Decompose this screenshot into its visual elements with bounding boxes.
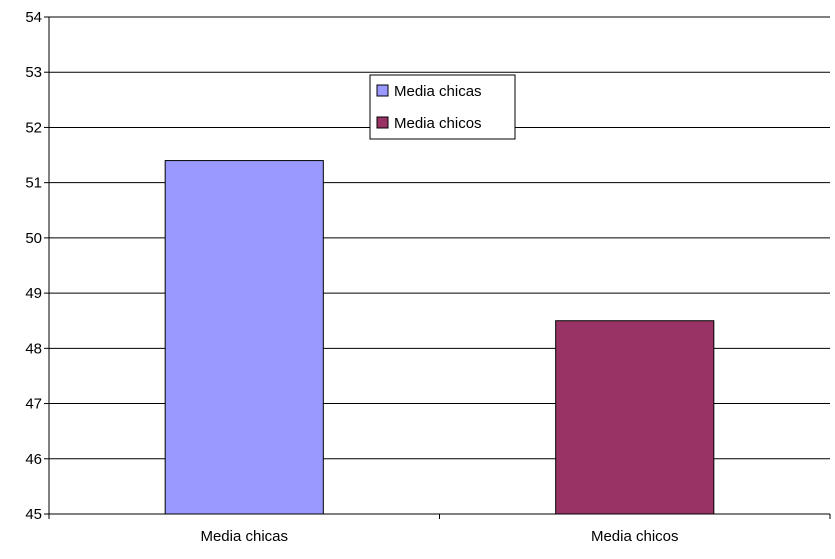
x-tick-label: Media chicas bbox=[200, 528, 288, 545]
y-tick-label: 51 bbox=[25, 175, 42, 192]
y-tick-label: 54 bbox=[25, 9, 42, 26]
y-tick-label: 53 bbox=[25, 64, 42, 81]
legend-label: Media chicos bbox=[394, 115, 482, 132]
bar-media-chicas bbox=[164, 160, 324, 515]
y-tick-label: 48 bbox=[25, 340, 42, 357]
y-tick-label: 46 bbox=[25, 451, 42, 468]
y-tick-label: 50 bbox=[25, 230, 42, 247]
x-tick-label: Media chicos bbox=[591, 528, 679, 545]
y-tick-label: 49 bbox=[25, 285, 42, 302]
y-tick-label: 45 bbox=[25, 506, 42, 523]
legend-swatch bbox=[376, 116, 389, 129]
y-tick-label: 52 bbox=[25, 119, 42, 136]
y-tick-label: 47 bbox=[25, 396, 42, 413]
legend-label: Media chicas bbox=[394, 83, 482, 100]
legend-box bbox=[369, 74, 516, 140]
bar-media-chicos bbox=[555, 320, 715, 515]
legend: Media chicas Media chicos bbox=[369, 74, 516, 140]
legend-swatch bbox=[376, 84, 389, 97]
bars bbox=[164, 160, 715, 515]
